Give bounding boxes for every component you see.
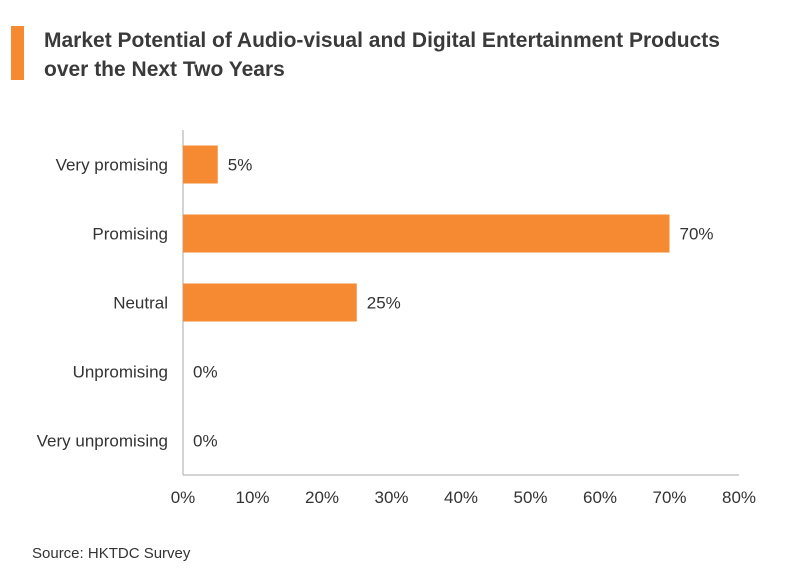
x-tick-label: 60% bbox=[583, 488, 617, 507]
category-label: Very unpromising bbox=[37, 432, 168, 451]
source-note: Source: HKTDC Survey bbox=[32, 545, 191, 562]
x-tick-label: 80% bbox=[722, 488, 756, 507]
labels-group: Very promising 5% Promising 70% Neutral 25% Un… bbox=[37, 156, 756, 508]
title-accent-bar bbox=[11, 26, 24, 80]
value-label: 25% bbox=[367, 294, 401, 313]
x-tick-label: 20% bbox=[305, 488, 339, 507]
category-label: Neutral bbox=[113, 294, 168, 313]
category-label: Very promising bbox=[56, 156, 168, 175]
x-tick-label: 30% bbox=[374, 488, 408, 507]
bar-promising bbox=[183, 214, 670, 253]
x-tick-label: 10% bbox=[235, 488, 269, 507]
category-label: Unpromising bbox=[73, 363, 168, 382]
chart-title: Market Potential of Audio-visual and Dig… bbox=[44, 29, 720, 81]
value-label: 0% bbox=[193, 432, 218, 451]
value-label: 0% bbox=[193, 363, 218, 382]
value-label: 70% bbox=[680, 225, 714, 244]
bar-very-promising bbox=[183, 145, 218, 184]
x-tick-label: 50% bbox=[513, 488, 547, 507]
x-tick-label: 70% bbox=[652, 488, 686, 507]
category-label: Promising bbox=[92, 225, 168, 244]
bar-neutral bbox=[183, 283, 357, 322]
value-label: 5% bbox=[228, 156, 253, 175]
bars-group bbox=[183, 145, 670, 322]
x-tick-label: 0% bbox=[171, 488, 196, 507]
x-tick-label: 40% bbox=[444, 488, 478, 507]
